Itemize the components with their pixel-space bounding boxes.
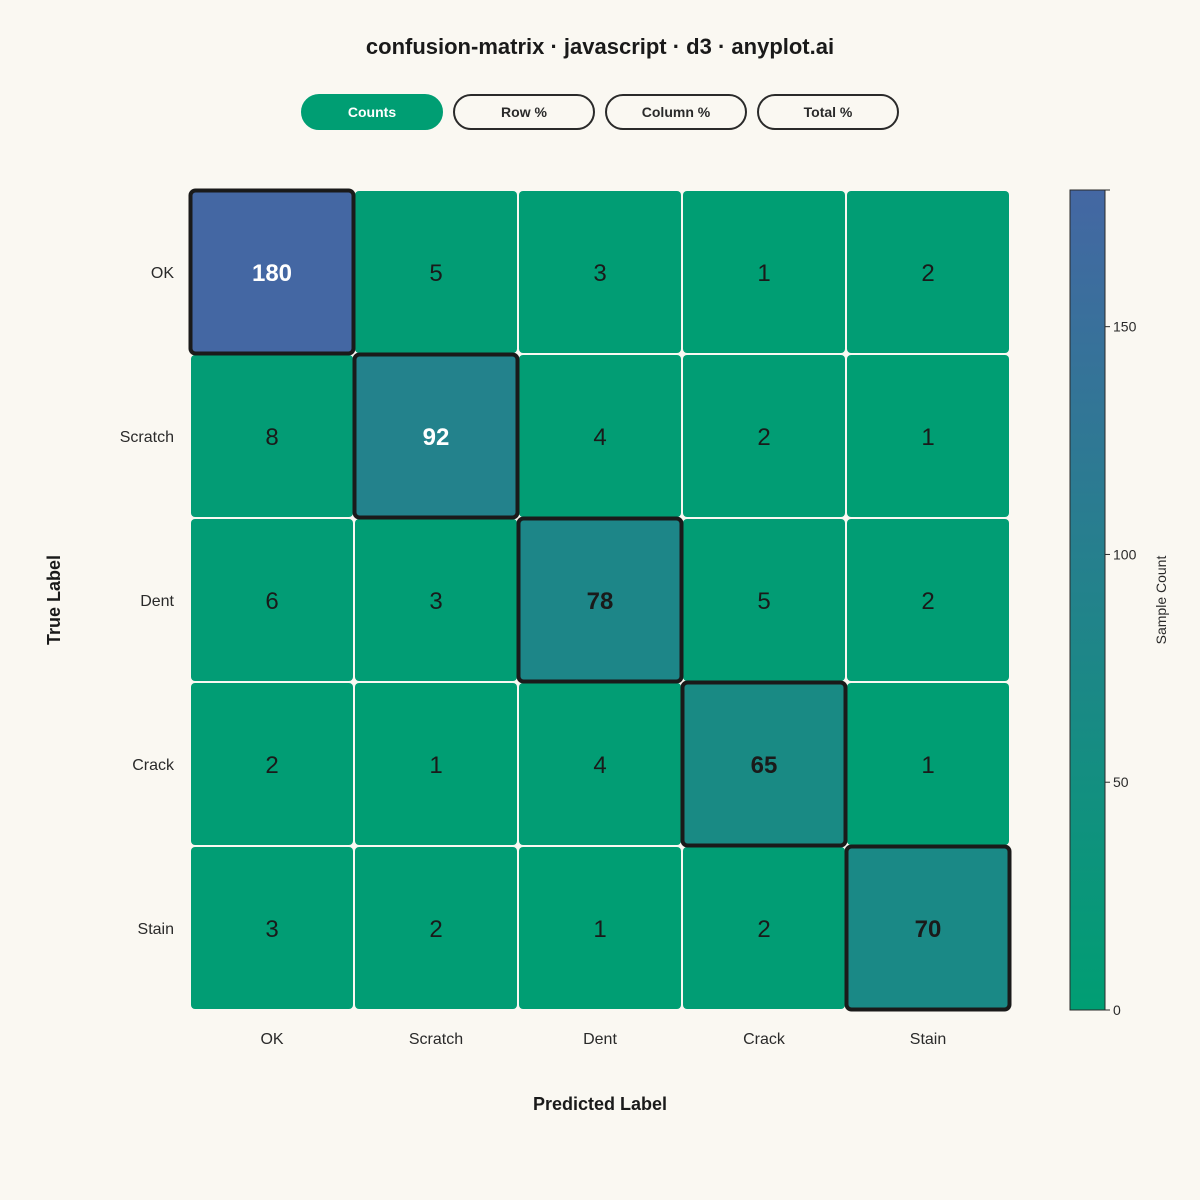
matrix-cell bbox=[191, 519, 353, 681]
y-tick-label: Scratch bbox=[120, 429, 174, 446]
matrix-cell bbox=[519, 683, 681, 845]
cell-value: 4 bbox=[593, 424, 606, 451]
y-tick-label: Stain bbox=[138, 921, 174, 938]
matrix-cell bbox=[519, 847, 681, 1009]
cell-value: 1 bbox=[593, 916, 606, 943]
matrix-cell bbox=[847, 519, 1009, 681]
y-tick-label: Crack bbox=[132, 757, 175, 774]
cell-value: 1 bbox=[921, 424, 934, 451]
x-tick-label: Scratch bbox=[409, 1031, 463, 1048]
total-percent-button[interactable]: Total % bbox=[757, 94, 899, 130]
cell-value: 92 bbox=[423, 424, 450, 451]
cell-value: 1 bbox=[921, 752, 934, 779]
colorbar-title: Sample Count bbox=[1153, 556, 1169, 645]
y-tick-labels: OK Scratch Dent Crack Stain bbox=[120, 265, 175, 938]
x-tick-label: Dent bbox=[583, 1031, 617, 1048]
view-mode-toggle-group: Counts Row % Column % Total % bbox=[301, 94, 899, 130]
cell-value: 3 bbox=[429, 588, 442, 615]
cell-value: 2 bbox=[429, 916, 442, 943]
matrix-cell bbox=[519, 355, 681, 517]
counts-button[interactable]: Counts bbox=[301, 94, 443, 130]
colorbar-gradient bbox=[1069, 189, 1106, 1011]
cell-value: 2 bbox=[921, 588, 934, 615]
matrix-cell bbox=[191, 683, 353, 845]
cell-value: 1 bbox=[429, 752, 442, 779]
diagonal-cell-highlight bbox=[352, 352, 520, 520]
matrix-cell bbox=[683, 847, 845, 1009]
y-tick-label: Dent bbox=[140, 593, 174, 610]
diagonal-highlights bbox=[188, 188, 1012, 1012]
matrix-cell bbox=[683, 683, 845, 845]
cell-value: 2 bbox=[921, 260, 934, 287]
row-percent-button[interactable]: Row % bbox=[453, 94, 595, 130]
colorbar-tick-label: 0 bbox=[1113, 1002, 1121, 1018]
matrix-cell bbox=[683, 191, 845, 353]
matrix-cell bbox=[519, 191, 681, 353]
cell-value: 5 bbox=[757, 588, 770, 615]
matrix-cell bbox=[847, 683, 1009, 845]
cell-value: 70 bbox=[915, 916, 942, 943]
cell-value-labels: 180 5 3 1 2 8 92 4 2 1 6 3 78 5 2 2 1 4 65 1 3 2 1 2 70 bbox=[252, 260, 941, 943]
matrix-cell bbox=[355, 847, 517, 1009]
cell-value: 65 bbox=[751, 752, 778, 779]
matrix-cell bbox=[191, 191, 353, 353]
cell-value: 2 bbox=[757, 916, 770, 943]
x-tick-label: Stain bbox=[910, 1031, 946, 1048]
y-axis-title: True Label bbox=[44, 555, 64, 645]
diagonal-cell-highlight bbox=[844, 844, 1012, 1012]
colorbar: 0 50 100 150 Sample Count bbox=[1069, 189, 1169, 1018]
cell-value: 6 bbox=[265, 588, 278, 615]
colorbar-tick-label: 150 bbox=[1113, 319, 1137, 335]
cell-value: 3 bbox=[265, 916, 278, 943]
colorbar-tick-label: 50 bbox=[1113, 774, 1129, 790]
matrix-cell bbox=[355, 191, 517, 353]
matrix-cell bbox=[355, 519, 517, 681]
x-tick-labels: OK Scratch Dent Crack Stain bbox=[260, 1031, 946, 1048]
diagonal-cell-highlight bbox=[680, 680, 848, 848]
matrix-cell bbox=[847, 355, 1009, 517]
cell-value: 2 bbox=[265, 752, 278, 779]
cell-value: 180 bbox=[252, 260, 292, 287]
matrix-cells bbox=[191, 191, 1009, 1009]
cell-value: 4 bbox=[593, 752, 606, 779]
cell-value: 78 bbox=[587, 588, 614, 615]
x-axis-title: Predicted Label bbox=[533, 1094, 667, 1114]
cell-value: 8 bbox=[265, 424, 278, 451]
matrix-cell bbox=[191, 355, 353, 517]
matrix-cell bbox=[847, 191, 1009, 353]
matrix-cell bbox=[683, 519, 845, 681]
matrix-cell bbox=[355, 683, 517, 845]
colorbar-ticks: 0 50 100 150 bbox=[1105, 189, 1137, 1018]
matrix-cell bbox=[847, 847, 1009, 1009]
cell-value: 3 bbox=[593, 260, 606, 287]
x-tick-label: OK bbox=[260, 1031, 283, 1048]
column-percent-button[interactable]: Column % bbox=[605, 94, 747, 130]
y-tick-label: OK bbox=[151, 265, 174, 282]
x-tick-label: Crack bbox=[743, 1031, 786, 1048]
matrix-cell bbox=[191, 847, 353, 1009]
cell-value: 2 bbox=[757, 424, 770, 451]
colorbar-tick-label: 100 bbox=[1113, 546, 1137, 562]
matrix-cell bbox=[519, 519, 681, 681]
diagonal-cell-highlight bbox=[516, 516, 684, 684]
chart-title: confusion-matrix · javascript · d3 · any… bbox=[365, 34, 835, 59]
cell-value: 5 bbox=[429, 260, 442, 287]
diagonal-cell-highlight bbox=[188, 188, 356, 356]
matrix-cell bbox=[683, 355, 845, 517]
matrix-cell bbox=[355, 355, 517, 517]
cell-value: 1 bbox=[757, 260, 770, 287]
